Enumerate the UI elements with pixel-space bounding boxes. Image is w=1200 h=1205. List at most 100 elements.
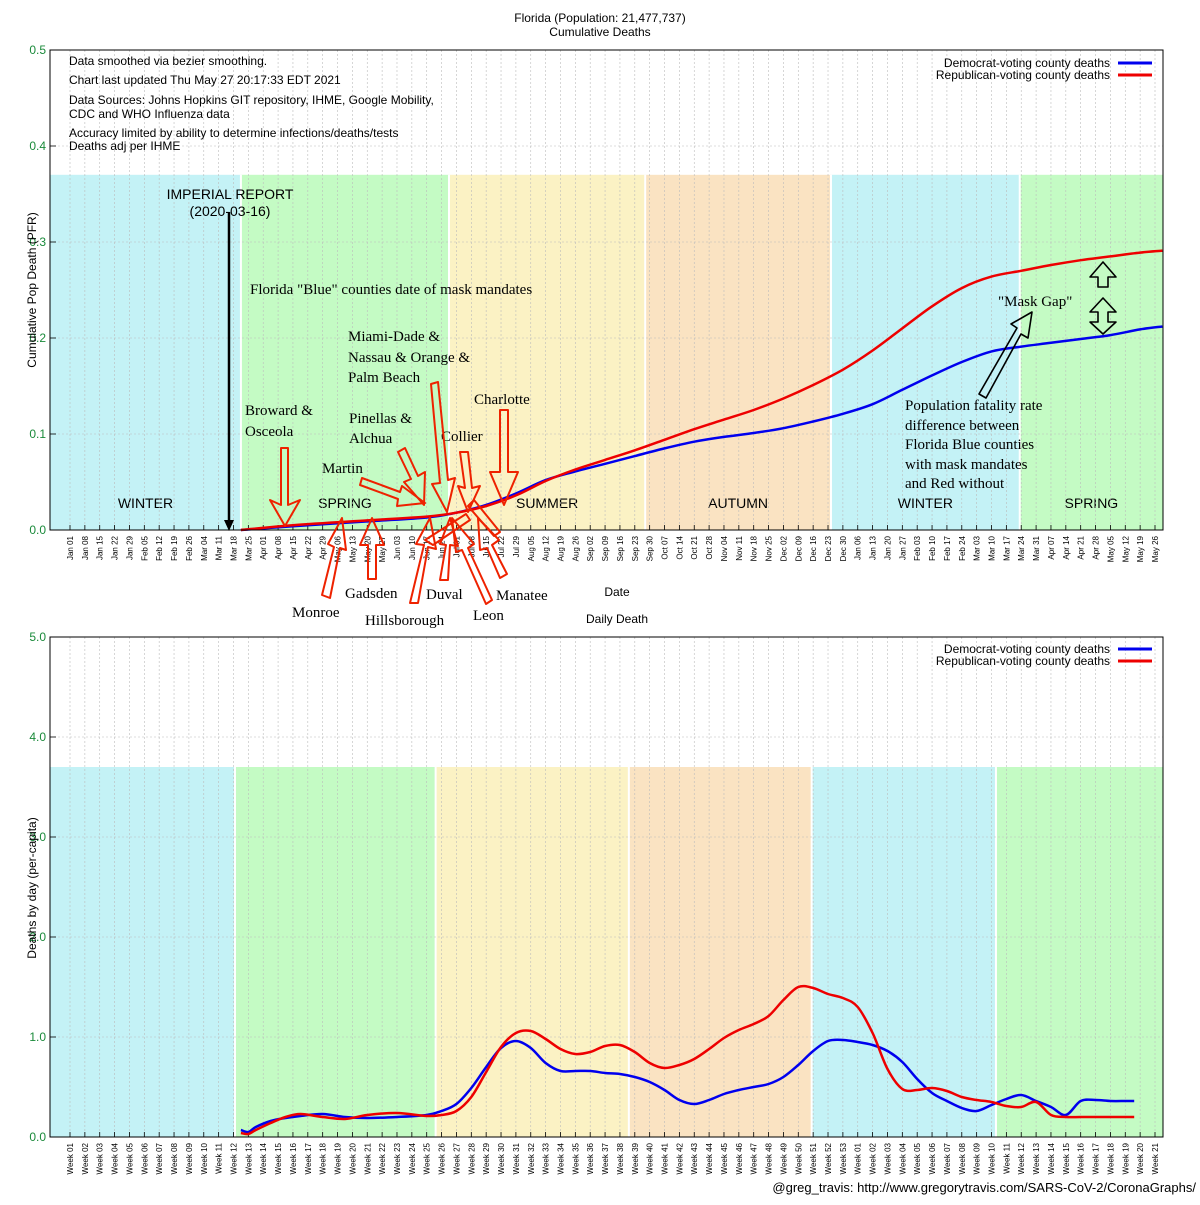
top-x-tick-label: Feb 03 [913,535,922,560]
bottom-x-tick-label: Week 04 [898,1142,907,1174]
top-x-tick-label: Jul 29 [512,535,521,557]
imperial-report-title: IMPERIAL REPORT [167,186,294,202]
bottom-x-tick-label: Week 05 [125,1142,134,1174]
top-x-tick-label: Dec 23 [824,535,833,561]
top-y-tick-label: 0.5 [29,43,46,57]
bottom-x-tick-label: Week 01 [854,1142,863,1174]
bottom-season-band [50,767,235,1137]
mandate-arrows [269,381,519,605]
bottom-x-tick-label: Week 09 [973,1142,982,1174]
bottom-x-tick-label: Week 26 [438,1142,447,1174]
pfr-note-line: with mask mandates [905,457,1028,473]
top-x-tick-label: Jan 20 [883,535,892,560]
bottom-x-tick-label: Week 10 [200,1142,209,1174]
label-duval: Duval [426,587,463,603]
top-season-bands: WINTER SPRING SUMMER AUTUMN WINTER SPRING [50,174,1163,531]
pfr-note-line: difference between [905,418,1020,434]
bottom-x-tick-label: Week 30 [497,1142,506,1174]
bottom-x-tick-label: Week 02 [81,1142,90,1174]
top-x-tick-label: Apr 07 [1047,535,1056,559]
top-x-tick-label: Feb 24 [958,535,967,560]
bottom-x-tick-label: Week 02 [869,1142,878,1174]
bottom-grid [50,636,1163,1138]
bottom-x-tick-label: Week 49 [779,1142,788,1174]
bottom-x-tick-label: Week 08 [170,1142,179,1174]
label-miami-dade: Miami-Dade & [348,329,440,345]
bottom-x-tick-label: Week 07 [155,1142,164,1174]
bottom-series-lines [240,984,1135,1136]
info-text-block: Data smoothed via bezier smoothing. Char… [69,54,434,153]
bottom-x-tick-label: Week 25 [423,1142,432,1174]
top-x-tick-label: Jan 29 [125,535,134,560]
mask-gap-arrows [978,261,1117,399]
bottom-x-tick-label: Week 33 [542,1142,551,1174]
top-x-tick-label: Aug 19 [556,535,565,561]
bottom-series-rep [240,984,1135,1136]
arrow-monroe [321,517,347,599]
bottom-x-tick-label: Week 32 [527,1142,536,1174]
top-x-tick-label: May 13 [348,535,357,562]
bottom-x-tick-label: Week 13 [1032,1142,1041,1174]
mask-gap-pointer [978,311,1033,399]
chart-subtitle: Cumulative Deaths [549,25,650,39]
top-x-tick-label: Mar 24 [1017,535,1026,560]
bottom-x-tick-label: Week 12 [1017,1142,1026,1174]
top-season-band [240,174,450,531]
top-x-tick-label: Sep 02 [586,535,595,561]
top-x-tick-label: Oct 14 [675,535,684,559]
top-series-lines [240,249,1163,532]
bottom-y-tick-label: 4.0 [29,730,46,744]
top-x-tick-label: Jan 27 [898,535,907,560]
bottom-x-tick-label: Week 14 [259,1142,268,1174]
label-osceola: Osceola [245,424,294,440]
bottom-axes: Week 01 Week 02 Week 03 Week 04 Week 05 Week … [29,630,1160,1174]
bottom-x-tick-label: Week 28 [467,1142,476,1174]
label-gadsden: Gadsden [345,586,398,602]
mask-gap-arrow-up [1089,261,1117,288]
bottom-x-tick-label: Week 45 [720,1142,729,1174]
bottom-x-tick-label: Week 52 [824,1142,833,1174]
bottom-x-tick-label: Week 19 [334,1142,343,1174]
label-palm-beach: Palm Beach [348,370,421,386]
bottom-season-band [811,767,996,1137]
top-x-tick-label: Feb 12 [155,535,164,560]
top-legend: Democrat-voting county deaths Republican… [936,56,1152,82]
legend-label-dem: Democrat-voting county deaths [944,56,1110,70]
bottom-x-tick-label: Week 17 [304,1142,313,1174]
top-x-tick-label: Dec 02 [779,535,788,561]
bottom-season-bands [50,767,1163,1137]
top-x-tick-label: Mar 11 [215,535,224,560]
bottom-x-tick-label: Week 03 [883,1142,892,1174]
top-x-tick-label: Mar 04 [200,535,209,560]
bottom-x-tick-label: Week 03 [96,1142,105,1174]
label-collier: Collier [441,429,483,445]
bottom-x-tick-label: Week 53 [839,1142,848,1174]
bottom-x-tick-label: Week 50 [794,1142,803,1174]
imperial-report-annotation: IMPERIAL REPORT (2020-03-16) [167,186,294,531]
bottom-season-band [234,767,436,1137]
label-broward: Broward & [245,403,313,419]
arrow-extra-1 [424,513,471,546]
top-x-tick-label: Dec 09 [794,535,803,561]
top-x-tick-label: Mar 03 [973,535,982,560]
bottom-x-tick-label: Week 40 [646,1142,655,1174]
bottom-x-tick-label: Week 44 [705,1142,714,1174]
arrow-leon [451,517,493,605]
chart-title: Florida (Population: 21,477,737) [514,11,685,25]
top-x-tick-label: Aug 12 [542,535,551,561]
arrow-charlotte [489,409,519,506]
top-x-tick-label: Mar 25 [244,535,253,560]
bottom-x-tick-label: Week 23 [393,1142,402,1174]
bottom-x-tick-label: Week 38 [616,1142,625,1174]
pfr-note-line: Florida Blue counties [905,437,1034,453]
label-monroe: Monroe [292,605,340,621]
top-x-tick-label: May 05 [1106,535,1115,562]
bottom-x-tick-label: Week 43 [690,1142,699,1174]
top-x-tick-label: Feb 10 [928,535,937,560]
arrow-hillsborough [409,517,437,604]
top-x-tick-label: Mar 17 [1002,535,1011,560]
bottom-x-tick-label: Week 01 [66,1142,75,1174]
top-x-tick-label: Jan 01 [66,535,75,560]
label-hillsborough: Hillsborough [365,613,445,629]
